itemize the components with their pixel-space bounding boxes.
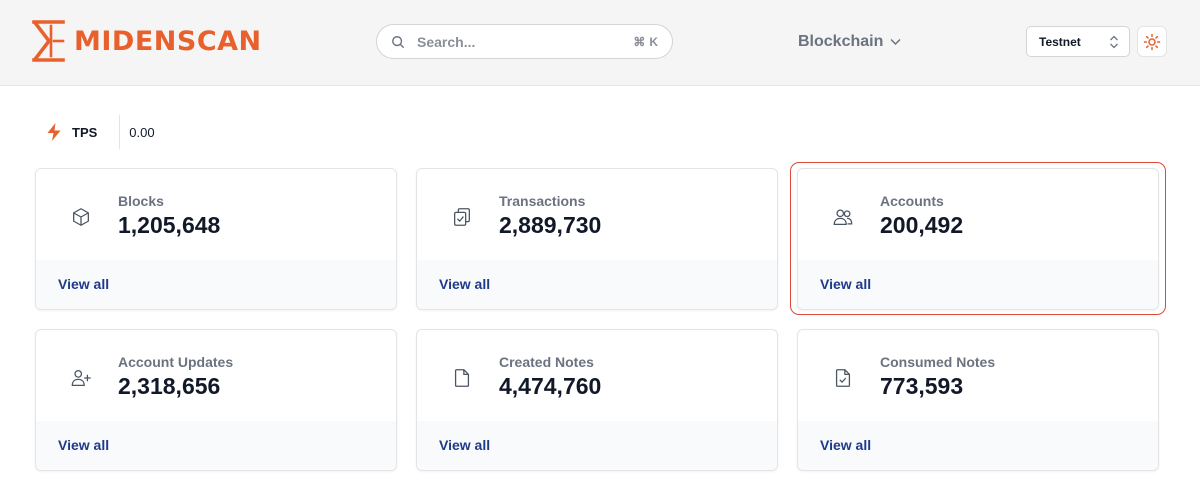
network-select[interactable]: Testnet xyxy=(1026,26,1130,57)
accounts-card-highlight xyxy=(790,162,1166,315)
view-all-blocks-link[interactable]: View all xyxy=(58,276,110,292)
stat-card-transactions: Transactions 2,889,730 View all xyxy=(416,168,778,310)
shortcut-key: K xyxy=(649,34,658,49)
file-icon xyxy=(451,367,473,389)
blockchain-menu[interactable]: Blockchain xyxy=(798,33,901,51)
stat-card-consumed-notes: Consumed Notes 773,593 View all xyxy=(797,329,1159,471)
search-shortcut: ⌘ K xyxy=(633,35,658,49)
card-value: 2,889,730 xyxy=(499,212,602,238)
network-select-value: Testnet xyxy=(1039,34,1081,49)
users-icon xyxy=(832,206,854,228)
search-box[interactable]: ⌘ K xyxy=(376,24,673,59)
card-value: 2,318,656 xyxy=(118,373,221,399)
tps-label: TPS xyxy=(72,124,98,140)
chevron-down-icon xyxy=(890,38,901,46)
view-all-transactions-link[interactable]: View all xyxy=(439,276,491,292)
chevron-up-down-icon xyxy=(1110,35,1118,48)
card-footer: View all xyxy=(417,421,777,470)
file-check-icon xyxy=(832,367,854,389)
tps-indicator: TPS 0.00 xyxy=(46,115,155,149)
card-footer: View all xyxy=(798,260,1158,309)
top-header: MIDENSCAN ⌘ K Blockchain Testnet xyxy=(0,0,1200,86)
view-all-accounts-link[interactable]: View all xyxy=(820,276,872,292)
card-footer: View all xyxy=(36,421,396,470)
command-key-icon: ⌘ xyxy=(633,34,646,49)
card-label: Consumed Notes xyxy=(880,354,996,370)
view-all-consumed-notes-link[interactable]: View all xyxy=(820,437,872,453)
card-label: Transactions xyxy=(499,193,586,209)
stat-card-account-updates: Account Updates 2,318,656 View all xyxy=(35,329,397,471)
tps-value: 0.00 xyxy=(129,124,155,140)
user-plus-icon xyxy=(70,367,92,389)
view-all-account-updates-link[interactable]: View all xyxy=(58,437,110,453)
search-input[interactable] xyxy=(417,33,634,50)
card-footer: View all xyxy=(36,260,396,309)
card-value: 1,205,648 xyxy=(118,212,221,238)
stat-card-created-notes: Created Notes 4,474,760 View all xyxy=(416,329,778,471)
card-label: Account Updates xyxy=(118,354,234,370)
tps-divider xyxy=(119,115,121,149)
card-footer: View all xyxy=(417,260,777,309)
card-value: 773,593 xyxy=(880,373,964,399)
stat-card-accounts: Accounts 200,492 View all xyxy=(797,168,1159,310)
stat-card-blocks: Blocks 1,205,648 View all xyxy=(35,168,397,310)
clipboard-check-icon xyxy=(451,206,473,228)
card-label: Accounts xyxy=(880,193,944,209)
blockchain-menu-label: Blockchain xyxy=(798,33,884,50)
sun-icon xyxy=(1143,33,1161,50)
cube-icon xyxy=(70,206,92,228)
lightning-icon xyxy=(47,123,61,141)
card-label: Blocks xyxy=(118,193,164,209)
card-value: 200,492 xyxy=(880,212,964,238)
theme-toggle-button[interactable] xyxy=(1137,26,1167,57)
search-icon xyxy=(392,35,405,48)
card-value: 4,474,760 xyxy=(499,373,602,399)
card-footer: View all xyxy=(798,421,1158,470)
logo[interactable]: MIDENSCAN xyxy=(30,18,262,64)
card-label: Created Notes xyxy=(499,354,594,370)
logo-text: MIDENSCAN xyxy=(74,25,262,57)
view-all-created-notes-link[interactable]: View all xyxy=(439,437,491,453)
midenscan-logo-icon xyxy=(32,20,65,62)
